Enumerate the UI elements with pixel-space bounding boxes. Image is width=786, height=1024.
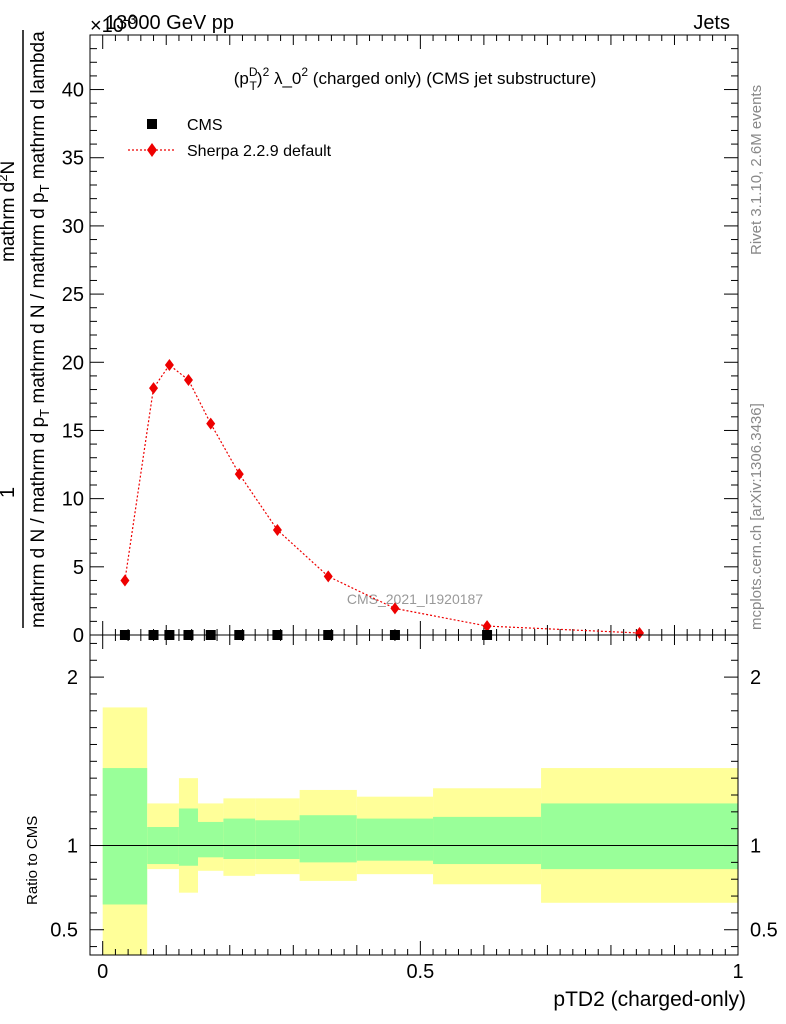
exponent-label: ×10-3 xyxy=(90,11,137,37)
ratio-y-tick-label-right: 2 xyxy=(750,667,761,689)
rivet-version-label: Rivet 3.1.10, 2.6M events xyxy=(748,85,765,255)
sherpa-point xyxy=(120,574,130,587)
legend-cms-marker xyxy=(147,119,157,129)
ratio-band-green xyxy=(198,821,224,858)
ratio-axis-ticks xyxy=(90,635,739,955)
plot-title-part: (p xyxy=(234,69,249,88)
main-y-tick-label: 30 xyxy=(62,216,84,238)
main-y-tick-labels: 0 5 10 15 20 25 30 35 40 xyxy=(62,80,84,647)
sherpa-series-points xyxy=(120,359,645,639)
ratio-y-tick-label-right: 1 xyxy=(750,836,761,858)
main-y-tick-label: 5 xyxy=(73,557,84,579)
sherpa-point xyxy=(149,382,159,395)
ratio-band-green xyxy=(223,818,256,859)
sherpa-point xyxy=(390,602,400,615)
plot-title-part: λ_0 xyxy=(269,69,301,88)
main-y-tick-label: 35 xyxy=(62,148,84,170)
legend-cms-label: CMS xyxy=(187,117,223,134)
y-label-numerator: 1 xyxy=(0,487,19,498)
plot-title: (pD T)2 λ_02 (charged only) (CMS jet subs… xyxy=(234,65,596,93)
sherpa-point xyxy=(272,524,282,536)
main-y-tick-label: 15 xyxy=(62,420,84,442)
plot-title-part: 2 xyxy=(263,65,270,79)
main-y-tick-label: 0 xyxy=(73,625,84,647)
exponent-base: ×10 xyxy=(90,15,124,37)
ratio-band-green xyxy=(541,803,738,870)
main-y-tick-label: 40 xyxy=(62,80,84,102)
ratio-y-tick-label-left: 0.5 xyxy=(50,920,78,942)
main-y-tick-label: 20 xyxy=(62,352,84,374)
plot-title-part: T xyxy=(250,79,258,93)
ratio-plot-panel: 0.5 0.51 12 2 0 0.5 1 Ratio to CMS pTD2 (char… xyxy=(24,634,778,1011)
sherpa-point xyxy=(482,620,492,633)
x-axis-label: pTD2 (charged-only) xyxy=(553,988,746,1011)
mcplots-label: mcplots.cern.ch [arXiv:1306.3436] xyxy=(748,403,765,630)
category-label: Jets xyxy=(693,12,730,34)
ratio-band-green xyxy=(102,768,148,905)
sherpa-point xyxy=(164,359,174,371)
exponent-power: -3 xyxy=(124,11,137,27)
legend-sherpa-marker xyxy=(147,143,157,157)
y-label-top: mathrm d2N xyxy=(0,161,19,262)
x-tick-label: 1 xyxy=(732,961,743,983)
x-tick-label: 0 xyxy=(97,961,108,983)
plot-title-part: (charged only) (CMS jet substructure) xyxy=(308,69,596,88)
x-tick-labels: 0 0.5 1 xyxy=(97,961,743,983)
watermark: CMS_2021_I1920187 xyxy=(347,591,483,607)
ratio-y-tick-label-left: 2 xyxy=(67,667,78,689)
sherpa-point xyxy=(234,468,244,481)
plot-title-part: D xyxy=(249,65,258,79)
ratio-y-tick-label-right: 0.5 xyxy=(750,920,778,942)
x-tick-label: 0.5 xyxy=(406,961,434,983)
sherpa-point xyxy=(183,374,193,386)
ratio-band-green xyxy=(356,818,434,861)
ratio-y-axis-label: Ratio to CMS xyxy=(24,816,41,905)
ratio-y-tick-labels: 0.5 0.5 1 1 2 2 xyxy=(50,667,778,942)
sherpa-point xyxy=(635,626,645,639)
sherpa-point xyxy=(206,417,216,430)
ratio-band-green xyxy=(433,816,542,865)
plot-title-part: ) xyxy=(257,69,263,88)
legend: CMS Sherpa 2.2.9 default xyxy=(128,117,332,160)
sherpa-point xyxy=(323,570,333,583)
main-y-tick-label: 10 xyxy=(62,489,84,511)
main-y-axis-label: 1 mathrm d N / mathrm d pT mathrm d N / … xyxy=(0,30,52,628)
main-y-tick-label: 25 xyxy=(62,284,84,306)
plot-title-part: 2 xyxy=(301,65,308,79)
ratio-band-green xyxy=(255,820,300,859)
ratio-uncertainty-bands xyxy=(102,707,738,955)
legend-sherpa-label: Sherpa 2.2.9 default xyxy=(187,143,332,160)
ratio-band-green xyxy=(178,808,198,866)
energy-label: 13000 GeV pp xyxy=(105,12,234,34)
ratio-y-tick-label-left: 1 xyxy=(67,836,78,858)
ratio-band-green xyxy=(299,815,357,863)
y-label-denominator: mathrm d N / mathrm d pT mathrm d N / ma… xyxy=(28,31,52,628)
